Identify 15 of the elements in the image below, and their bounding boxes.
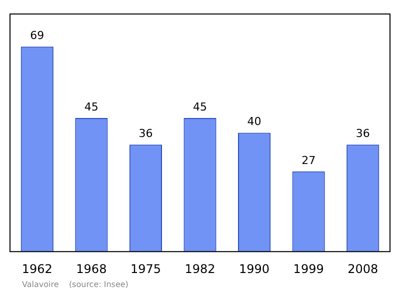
text: Valavoire (source: Insee) — [22, 280, 130, 289]
data-label: 27 — [302, 154, 316, 167]
data-label: 40 — [247, 115, 262, 128]
data-label: 36 — [356, 127, 370, 140]
x-tick-label: 1962 — [22, 262, 52, 276]
x-tick-label: 1982 — [184, 262, 216, 276]
data-label: 69 — [30, 29, 44, 42]
data-label: 36 — [138, 127, 153, 140]
data-label: 45 — [84, 100, 98, 114]
x-tick-label: 1990 — [239, 262, 270, 276]
x-tick-label: 1968 — [76, 262, 107, 276]
x-tick-label: 1999 — [293, 262, 324, 276]
x-tick-label: 2008 — [348, 262, 378, 276]
data-label: 45 — [193, 100, 207, 114]
x-tick-label: 1975 — [130, 262, 161, 276]
